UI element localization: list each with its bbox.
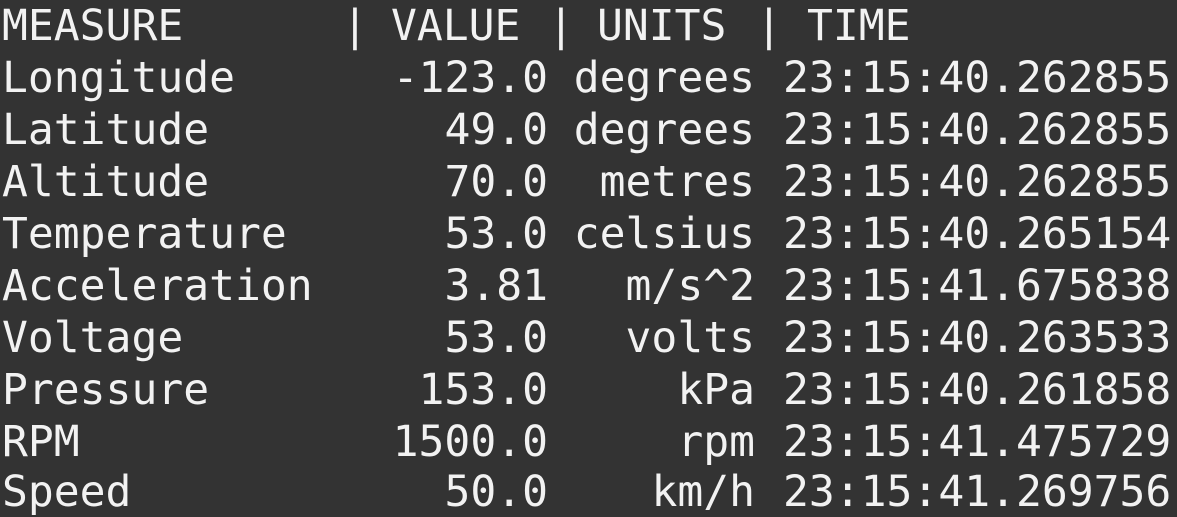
time-cell: 23:15:40.262855 (783, 53, 1172, 103)
units-cell: volts (625, 313, 755, 363)
header-value: VALUE (391, 1, 521, 51)
header-measure: MEASURE (2, 1, 184, 51)
units-cell: rpm (677, 417, 755, 467)
time-cell: 23:15:41.269756 (783, 467, 1172, 517)
units-cell: degrees (573, 53, 755, 103)
time-cell: 23:15:40.265154 (783, 209, 1172, 259)
table-row: Longitude -123.0 degrees 23:15:40.262855 (2, 52, 1171, 104)
table-row: Temperature 53.0 celsius 23:15:40.265154 (2, 208, 1171, 260)
value-cell: 49.0 (444, 105, 548, 155)
units-cell: m/s^2 (625, 261, 755, 311)
units-cell: metres (599, 157, 755, 207)
measure-cell: RPM (2, 417, 80, 467)
time-cell: 23:15:41.475729 (783, 417, 1172, 467)
value-cell: 53.0 (444, 209, 548, 259)
table-row: RPM 1500.0 rpm 23:15:41.475729 (2, 416, 1171, 468)
time-cell: 23:15:40.262855 (783, 157, 1172, 207)
time-cell: 23:15:40.261858 (783, 365, 1172, 415)
header-time: TIME (807, 1, 911, 51)
value-cell: 3.81 (444, 261, 548, 311)
header-separator: | (548, 1, 574, 51)
measure-cell: Latitude (2, 105, 210, 155)
table-row: Pressure 153.0 kPa 23:15:40.261858 (2, 364, 1171, 416)
measure-cell: Temperature (2, 209, 287, 259)
measure-cell: Voltage (2, 313, 184, 363)
value-cell: 50.0 (444, 467, 548, 517)
table-row: Voltage 53.0 volts 23:15:40.263533 (2, 312, 1171, 364)
table-row: Altitude 70.0 metres 23:15:40.262855 (2, 156, 1171, 208)
units-cell: celsius (573, 209, 755, 259)
table-header: MEASURE | VALUE | UNITS | TIME (0, 0, 911, 52)
units-cell: degrees (573, 105, 755, 155)
value-cell: 153.0 (418, 365, 548, 415)
table-row: Speed 50.0 km/h 23:15:41.269756 (2, 466, 1171, 517)
table-row: Acceleration 3.81 m/s^2 23:15:41.675838 (2, 260, 1171, 312)
table-row: Latitude 49.0 degrees 23:15:40.262855 (2, 104, 1171, 156)
time-cell: 23:15:40.262855 (783, 105, 1172, 155)
header-separator: | (342, 1, 368, 51)
value-cell: 1500.0 (392, 417, 548, 467)
time-cell: 23:15:40.263533 (783, 313, 1172, 363)
header-units: UNITS (597, 1, 727, 51)
measure-cell: Speed (2, 467, 132, 517)
measure-cell: Longitude (2, 53, 235, 103)
units-cell: kPa (677, 365, 755, 415)
time-cell: 23:15:41.675838 (783, 261, 1172, 311)
header-separator: | (756, 1, 782, 51)
value-cell: 53.0 (444, 313, 548, 363)
measure-cell: Acceleration (2, 261, 313, 311)
value-cell: 70.0 (444, 157, 548, 207)
measure-cell: Altitude (2, 157, 210, 207)
units-cell: km/h (651, 467, 755, 517)
measure-cell: Pressure (2, 365, 210, 415)
value-cell: -123.0 (392, 53, 548, 103)
